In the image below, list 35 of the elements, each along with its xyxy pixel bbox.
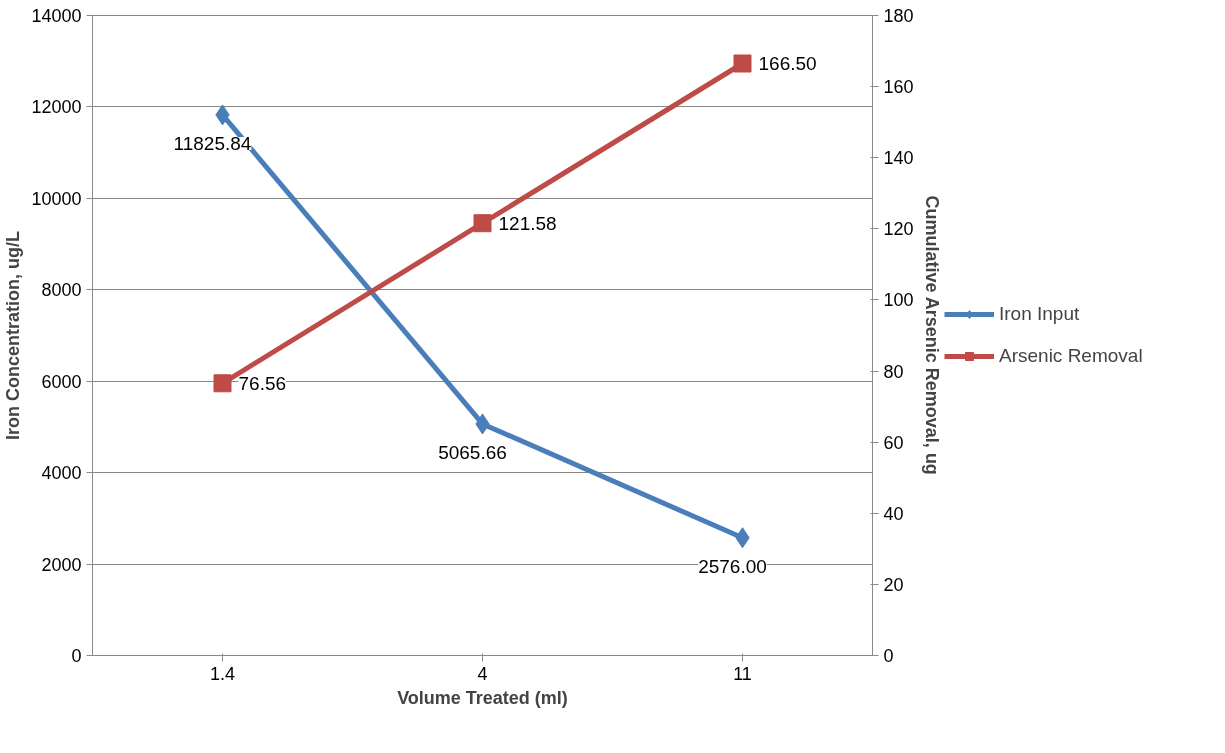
y2-tick-label: 160 [883, 77, 914, 98]
y-axis-title: Iron Concentration, ug/L [3, 230, 24, 440]
data-label: 76.56 [238, 372, 287, 394]
y2-tick-label: 100 [883, 290, 914, 311]
legend-label: Arsenic Removal [999, 345, 1143, 367]
data-label: 166.50 [758, 53, 817, 74]
y-tick-label: 2000 [41, 554, 82, 575]
data-label: 11825.84 [173, 132, 252, 154]
x-tick-label: 4 [477, 663, 488, 684]
y-tick-label: 6000 [41, 371, 82, 392]
data-label: 5065.66 [438, 441, 507, 463]
y2-axis-title: Cumulative Arsenic Removal, ug [921, 195, 942, 475]
y2-tick-label: 20 [883, 574, 904, 595]
y2-tick-label: 0 [883, 646, 894, 666]
data-label: 2576.00 [698, 555, 767, 577]
y-tick-label: 4000 [41, 463, 82, 484]
legend-label: Iron Input [999, 303, 1080, 325]
x-axis-title: Volume Treated (ml) [397, 687, 568, 708]
x-tick-label: 1.4 [209, 663, 236, 684]
data-label: 121.58 [498, 212, 557, 234]
point [733, 54, 752, 73]
y-tick-label: 0 [71, 646, 82, 666]
y-tick-label: 8000 [41, 280, 82, 301]
point [213, 374, 232, 393]
y2-tick-label: 120 [883, 219, 914, 240]
y2-tick-label: 60 [883, 432, 904, 453]
y2-tick-label: 180 [883, 6, 914, 26]
y-tick-label: 10000 [31, 188, 82, 209]
x-tick-label: 11 [733, 663, 752, 684]
y2-tick-label: 140 [883, 148, 914, 169]
y2-tick-label: 40 [883, 503, 904, 524]
y2-tick-label: 80 [883, 361, 904, 382]
y-tick-label: 14000 [31, 6, 82, 26]
point [473, 214, 492, 233]
y-tick-label: 12000 [31, 97, 82, 118]
